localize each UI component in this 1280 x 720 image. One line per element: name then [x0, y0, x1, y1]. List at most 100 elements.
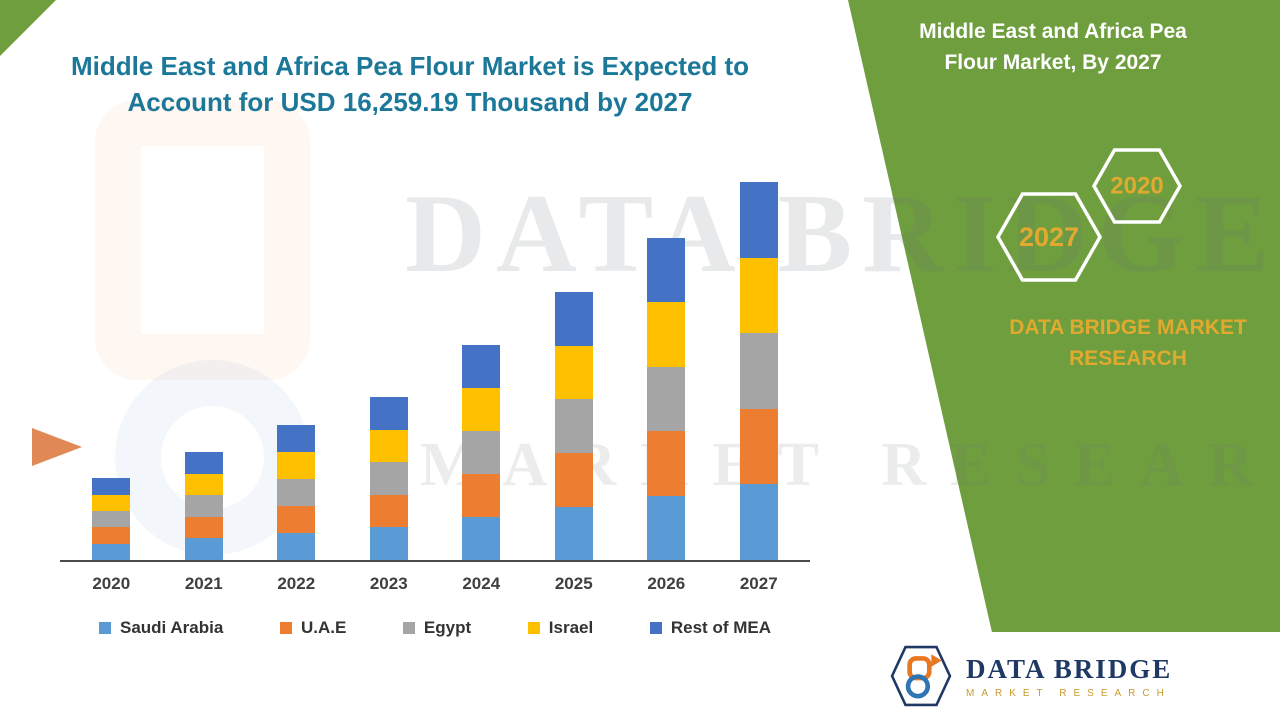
panel-brand-text: DATA BRIDGE MARKET RESEARCH [1008, 312, 1248, 374]
bar-segment-egypt [184, 495, 223, 517]
x-axis-label: 2026 [647, 574, 686, 593]
x-axis-labels: 2020 2021 2022 2023 2024 2025 2026 2027 [65, 574, 805, 594]
panel-heading-line1: Middle East and Africa Pea [919, 20, 1187, 43]
bar-segment-rest-of-mea [184, 452, 223, 474]
bar-segment-rest-of-mea [462, 345, 501, 389]
bar-segment-u-a-e [277, 506, 316, 534]
legend-label: Rest of MEA [670, 618, 771, 637]
legend-label: Egypt [423, 618, 472, 637]
stacked-bar-2021 [184, 452, 223, 560]
bar-segment-u-a-e [462, 474, 501, 517]
corner-accent-triangle [0, 0, 56, 56]
footer-logo-text: DATA BRIDGE MARKET RESEARCH [966, 654, 1172, 699]
hexagon-outline [1091, 148, 1183, 224]
stacked-bar-2026 [647, 238, 686, 560]
bar-segment-israel [277, 452, 316, 480]
bar-segment-saudi-arabia [184, 538, 223, 560]
bar-cell [65, 182, 158, 560]
x-axis-label: 2024 [462, 574, 501, 593]
legend-item-israel: Israel [527, 618, 594, 638]
bar-segment-u-a-e [739, 408, 778, 485]
stacked-bar-2024 [462, 345, 501, 560]
legend-item-egypt: Egypt [402, 618, 472, 638]
bar-segment-israel [462, 388, 501, 431]
bar-segment-israel [739, 257, 778, 334]
chart-title: Middle East and Africa Pea Flour Market … [70, 48, 750, 120]
chart-legend: Saudi Arabia U.A.E Egypt Israel Rest of MEA [65, 618, 805, 638]
x-axis-line [60, 560, 810, 562]
legend-item-rest-of-mea: Rest of MEA [649, 618, 771, 638]
bar-cell [250, 182, 343, 560]
x-axis-label: 2025 [554, 574, 593, 593]
bar-cell [528, 182, 621, 560]
panel-brand-line2: RESEARCH [1069, 347, 1187, 370]
bar-segment-israel [92, 494, 131, 511]
bars [65, 182, 805, 560]
bar-cell [158, 182, 251, 560]
panel-brand-line1: DATA BRIDGE MARKET [1009, 316, 1247, 339]
footer-logo-tagline: MARKET RESEARCH [966, 687, 1171, 699]
bar-segment-u-a-e [184, 516, 223, 539]
bar-segment-israel [369, 429, 408, 463]
panel-heading-line2: Flour Market, By 2027 [944, 51, 1162, 74]
legend-swatch [402, 622, 415, 634]
bar-segment-u-a-e [554, 452, 593, 507]
chart-title-line2: Account for USD 16,259.19 Thousand by 20… [127, 87, 693, 117]
panel-heading: Middle East and Africa Pea Flour Market,… [900, 16, 1206, 78]
bar-segment-egypt [647, 366, 686, 432]
legend-item-saudi-arabia: Saudi Arabia [99, 618, 223, 638]
x-axis-label: 2020 [92, 574, 131, 593]
bar-segment-u-a-e [647, 431, 686, 496]
legend-label: Israel [548, 618, 594, 637]
legend-swatch [99, 622, 111, 634]
bar-segment-saudi-arabia [739, 484, 778, 560]
bar-segment-saudi-arabia [92, 543, 131, 560]
bar-cell [435, 182, 528, 560]
footer-logo-brand: DATA BRIDGE [966, 653, 1173, 684]
x-axis-label: 2023 [369, 574, 408, 593]
bar-segment-saudi-arabia [369, 527, 408, 560]
hexagon-2020-label: 2020 [1110, 173, 1163, 200]
stacked-bar-2020 [92, 478, 131, 560]
bar-segment-rest-of-mea [739, 182, 778, 258]
bar-segment-rest-of-mea [369, 397, 408, 430]
bar-segment-egypt [739, 333, 778, 409]
x-axis-label: 2021 [184, 574, 223, 593]
hexagon-badge-2020: 2020 [1091, 148, 1183, 224]
legend-item-u-a-e: U.A.E [279, 618, 347, 638]
bar-segment-rest-of-mea [92, 478, 131, 495]
footer-logo-box: DATA BRIDGE MARKET RESEARCH [872, 632, 1280, 720]
bar-cell [343, 182, 436, 560]
stacked-bar-chart: 2020 2021 2022 2023 2024 2025 2026 2027 Saudi A… [60, 182, 810, 638]
bar-segment-egypt [369, 462, 408, 495]
bar-segment-egypt [554, 399, 593, 453]
bar-segment-rest-of-mea [647, 238, 686, 303]
bar-segment-saudi-arabia [647, 495, 686, 560]
bar-segment-israel [647, 302, 686, 367]
legend-swatch [527, 622, 540, 634]
bar-cell [620, 182, 713, 560]
hexagon-outline [995, 192, 1103, 282]
chart-title-line1: Middle East and Africa Pea Flour Market … [70, 51, 750, 81]
legend-label: U.A.E [300, 618, 347, 637]
bar-segment-saudi-arabia [462, 517, 501, 560]
hexagon-2027-label: 2027 [1019, 222, 1079, 252]
bar-cell [713, 182, 806, 560]
bar-segment-egypt [277, 479, 316, 507]
bar-segment-u-a-e [92, 527, 131, 544]
legend-swatch [649, 622, 662, 634]
x-axis-label: 2022 [277, 574, 316, 593]
data-bridge-logo-icon [890, 645, 952, 707]
legend-label: Saudi Arabia [120, 618, 224, 637]
bar-segment-saudi-arabia [277, 533, 316, 560]
hexagon-badge-2027: 2027 [995, 192, 1103, 282]
bar-segment-israel [184, 473, 223, 496]
x-axis-label: 2027 [739, 574, 778, 593]
stacked-bar-2027 [739, 182, 778, 560]
bar-segment-rest-of-mea [277, 425, 316, 453]
bar-segment-israel [554, 345, 593, 400]
bar-segment-saudi-arabia [554, 506, 593, 560]
stacked-bar-2023 [369, 397, 408, 560]
bar-segment-u-a-e [369, 494, 408, 528]
